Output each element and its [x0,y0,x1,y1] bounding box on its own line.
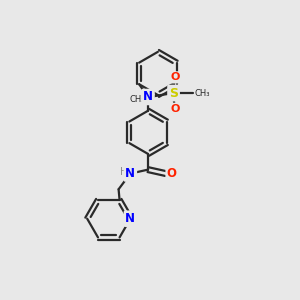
Text: N: N [143,91,153,103]
Text: N: N [125,212,135,225]
Text: N: N [125,167,135,180]
Text: O: O [171,72,180,82]
Text: S: S [169,87,178,100]
Text: O: O [167,167,177,180]
Text: H: H [120,167,127,177]
Text: O: O [171,104,180,114]
Text: CH₃: CH₃ [194,88,210,98]
Text: CH₃: CH₃ [130,95,145,104]
